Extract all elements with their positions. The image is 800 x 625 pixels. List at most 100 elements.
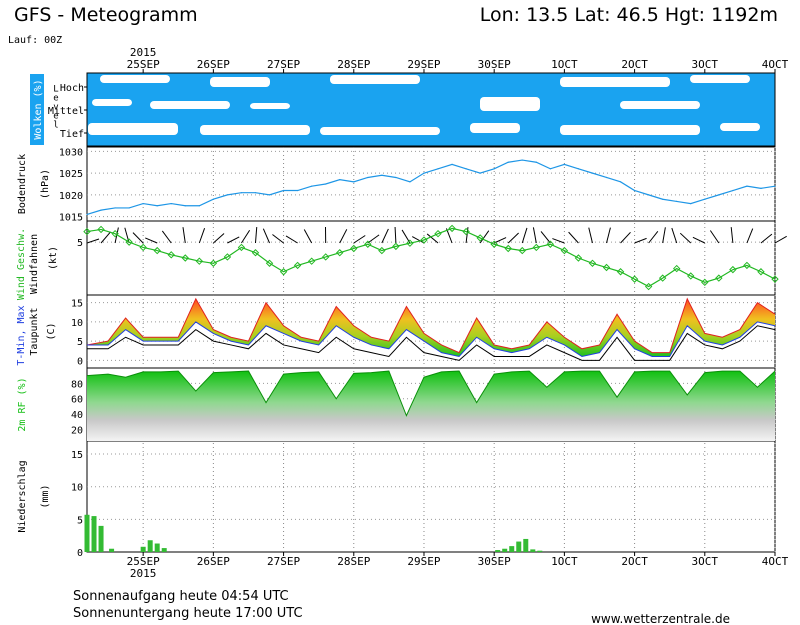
wind-speed-marker [279, 268, 288, 276]
date-label-top: 25SEP [127, 58, 160, 71]
wind-barb [507, 232, 519, 244]
pressure-point [184, 205, 186, 207]
wind-speed-marker [757, 268, 765, 276]
wind-speed-marker [560, 246, 569, 255]
cloud-clear-patch [320, 127, 440, 135]
y-tick-label-humidity: 20 [71, 425, 83, 436]
tmax-line [86, 297, 776, 354]
wind-barb [426, 233, 439, 244]
wind-unit: (kt) [48, 246, 59, 270]
wind-barb [648, 230, 659, 244]
pressure-point [633, 189, 636, 192]
cloud-level-label: Hoch [60, 83, 84, 94]
date-label-top: 30SEP [478, 58, 511, 71]
year-label-bottom: 2015 [130, 567, 157, 580]
pressure-point [479, 172, 481, 174]
tmin-line [87, 321, 776, 358]
date-label-bottom: 3OCT [692, 555, 719, 568]
wind-speed-marker [167, 251, 175, 259]
y-tick-label-wind: 5 [77, 238, 83, 249]
y-tick-label-pressure: 1015 [59, 213, 83, 224]
pressure-point [86, 213, 88, 216]
wind-speed-marker [237, 243, 246, 252]
wind-speed-marker [195, 257, 204, 265]
pressure-point [465, 168, 467, 170]
wind-speed-marker [434, 229, 442, 238]
cloud-clear-patch [100, 75, 170, 83]
cloud-clear-patch [200, 125, 310, 135]
date-label-bottom: 27SEP [267, 555, 300, 568]
wind-barb [303, 229, 313, 244]
pressure-point [198, 205, 200, 207]
date-label-top: 1OCT [551, 58, 578, 71]
cloud-level-axis-char: v [53, 103, 58, 113]
pressure-point [774, 185, 776, 187]
y-tick-label-pressure: 1030 [59, 147, 83, 158]
cloud-level-label: Tief [60, 129, 84, 140]
wind-barb [411, 236, 425, 244]
precip-bar [495, 550, 501, 552]
temp-ylabel: T-Min, Max [16, 305, 27, 365]
pressure-point [297, 189, 299, 192]
wind-barb [552, 238, 565, 244]
wind-speed-line [86, 227, 776, 288]
date-label-bottom: 30SEP [478, 555, 511, 568]
precip-bar [140, 546, 146, 552]
wind-speed-marker [350, 244, 358, 253]
precip-bar [98, 525, 104, 552]
cloud-level-axis-char: e [53, 94, 58, 104]
date-label-bottom: 29SEP [407, 555, 440, 568]
pressure-point [676, 200, 678, 203]
wind-barb [746, 228, 754, 244]
date-label-bottom: 4OCT [762, 555, 789, 568]
pressure-point [619, 181, 622, 183]
panel-frame-wind [86, 220, 776, 296]
wind-speed-marker [392, 242, 400, 251]
wind-barb [132, 232, 144, 244]
pressure-point [746, 185, 748, 187]
precip-bar [161, 548, 167, 552]
pressure-ylabel: Bodendruck [17, 154, 28, 214]
wind-speed-marker [111, 229, 119, 238]
wind-speed-marker [687, 272, 695, 280]
wind-speed-marker [729, 265, 737, 274]
pressure-point [268, 194, 271, 196]
date-label-bottom: 26SEP [197, 555, 230, 568]
wind-barb [671, 227, 678, 244]
y-tick-label-precipitation: 5 [77, 515, 83, 526]
wind-speed-marker [546, 240, 555, 248]
cloud-clear-patch [620, 101, 700, 109]
wind-speed-marker [406, 239, 414, 247]
cloud-clear-patch [150, 101, 230, 109]
wind-speed-marker [420, 236, 428, 244]
pressure-point [493, 168, 495, 170]
wind-speed-marker [83, 227, 91, 236]
y-tick-label-humidity: 40 [71, 410, 83, 421]
wind-speed-marker [490, 240, 498, 248]
pressure-point [339, 179, 341, 181]
temp-unit: (C) [46, 322, 57, 340]
wind-speed-marker [673, 264, 681, 273]
wind-barb [709, 230, 720, 244]
dewpoint-line [87, 325, 776, 361]
pressure-point [170, 202, 172, 205]
pressure-point [535, 161, 537, 163]
sunset-text: Sonnenuntergang heute 17:00 UTC [73, 606, 303, 621]
y-tick-label-temperature: 5 [77, 337, 83, 348]
wind-barb [445, 228, 453, 244]
pressure-point [437, 168, 439, 170]
wind-speed-marker [153, 246, 161, 255]
wind-barb [634, 237, 647, 244]
y-tick-label-temperature: 0 [77, 356, 83, 367]
wind-speed-marker [448, 224, 456, 233]
precip-unit: (mm) [40, 484, 51, 508]
rh-line [86, 370, 776, 417]
precip-bar [502, 548, 508, 552]
wind-barb [272, 234, 284, 244]
wind-barb [161, 230, 172, 244]
cloud-level-label: Mittel [48, 106, 84, 117]
pressure-point [325, 183, 327, 185]
wind-speed-marker [209, 259, 218, 267]
wind-barb [521, 227, 528, 244]
precip-bar [147, 540, 153, 552]
